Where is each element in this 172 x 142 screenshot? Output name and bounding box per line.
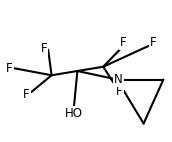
Text: F: F [41,42,47,55]
Text: F: F [116,85,123,98]
Text: F: F [6,62,13,75]
Text: F: F [150,36,156,49]
Text: HO: HO [65,107,83,120]
Text: F: F [23,88,30,101]
Text: F: F [120,36,126,49]
Text: N: N [114,73,123,86]
